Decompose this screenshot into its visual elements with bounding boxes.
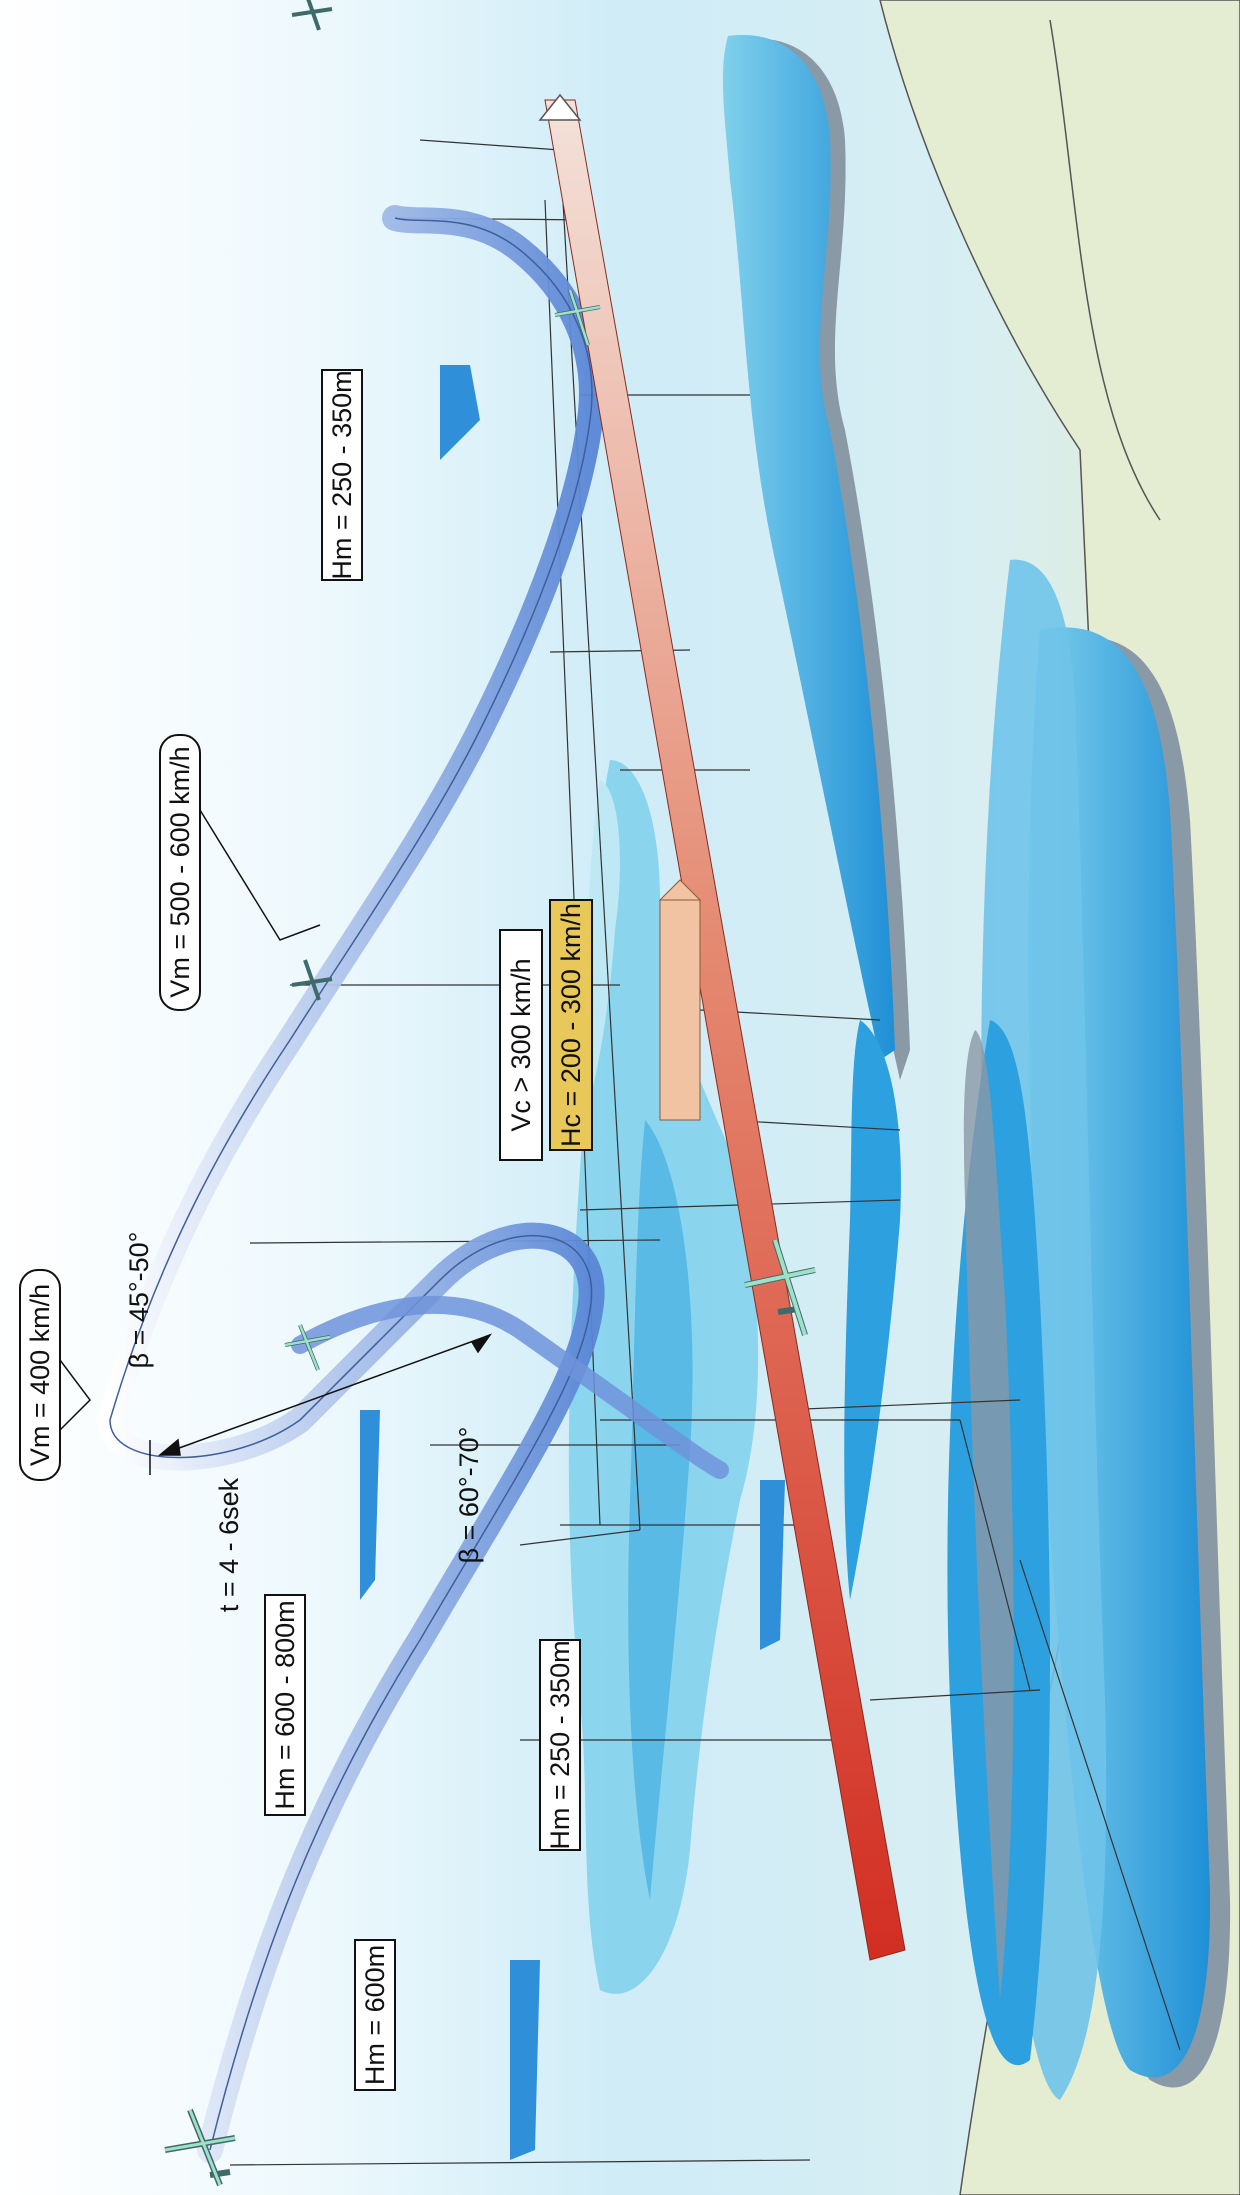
callout-beta-45-50: β = 45°-50° [124,1232,154,1369]
label-hm-250-350-bottom: Hm = 250 - 350m [545,1640,575,1849]
target-aircraft-far [554,289,601,346]
cloud-bank-right [722,35,1231,2100]
label-vm-500-600: Vm = 500 - 600 km/h [165,746,195,997]
tag-hm-250-350-bottom [760,1480,785,1650]
label-t-4-6: t = 4 - 6sek [214,1477,244,1612]
target-approach-stripe [538,93,906,1961]
attacker-aircraft-mid [284,1324,331,1371]
callout-hm-250-350-bottom: Hm = 250 - 350m [539,1639,581,1851]
label-hm-250-350-top: Hm = 250 - 350m [327,370,357,579]
attacker-aircraft-dive [291,959,333,1001]
callout-vc-300: Vc > 300 km/h [499,879,702,1161]
callout-beta-60-70: β = 60°-70° [454,1427,484,1564]
attacker-aircraft-top [291,0,333,31]
label-hc-200-300: Hc = 200 - 300 km/h [556,903,586,1147]
time-interval-arrow [149,1333,493,1475]
cloud-bank-left [568,760,901,1994]
callout-vm-500-600: Vm = 500 - 600 km/h [159,734,321,1011]
label-beta-45-50: β = 45°-50° [124,1232,154,1369]
callout-vm-400: Vm = 400 km/h [19,1269,91,1481]
tag-hm-250-350-top [440,365,480,460]
tag-hm-600 [510,1960,540,2160]
callout-hm-600: Hm = 600m [354,1939,396,2091]
callout-hc-200-300: Hc = 200 - 300 km/h [549,899,593,1151]
attacker-aircraft-start [164,2108,236,2187]
coast-line [1049,19,1161,521]
tag-hm-600-800 [360,1410,380,1600]
label-vm-400: Vm = 400 km/h [25,1284,55,1466]
label-beta-60-70: β = 60°-70° [454,1427,484,1564]
callout-hm-600-800: Hm = 600 - 800m [264,1594,306,1816]
label-hm-600-800: Hm = 600 - 800m [270,1600,300,1809]
label-hm-600: Hm = 600m [360,1945,390,2085]
callout-t-4-6: t = 4 - 6sek [214,1477,244,1612]
target-aircraft [744,1239,816,1336]
callout-hm-250-350-top: Hm = 250 - 350m [321,369,363,581]
label-vc-300: Vc > 300 km/h [506,958,536,1131]
flight-path-main-edge [109,217,593,2151]
flight-path-inner [291,1295,729,1479]
